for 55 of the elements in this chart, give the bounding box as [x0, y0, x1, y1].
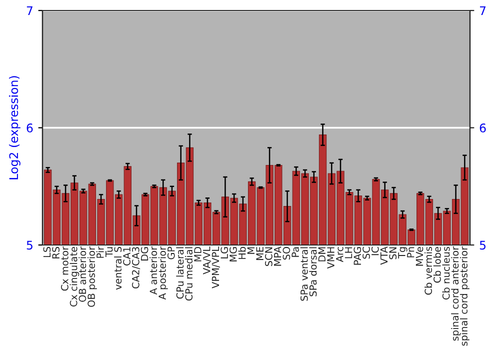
- x-tick-label: LS: [43, 246, 51, 258]
- x-tick-label: MVe: [416, 246, 424, 266]
- x-tick-label: SPa ventral: [300, 247, 308, 301]
- x-tick-label: Pir: [96, 246, 104, 258]
- x-tick-label: DM: [318, 247, 326, 262]
- x-tick-label: Pn: [407, 247, 414, 258]
- x-tick-label: Hb: [238, 246, 246, 259]
- x-tick-label: A anterior: [150, 246, 158, 295]
- x-tick-label: CPu medial: [185, 247, 193, 301]
- x-tick-label: GP: [167, 246, 175, 260]
- x-tick-label: Arc: [336, 246, 344, 262]
- y2-tick-label: 7: [480, 6, 486, 15]
- x-tick-label: RS: [52, 246, 60, 258]
- x-tick-label: CA1: [123, 247, 130, 266]
- x-tick-label: VMH: [327, 247, 334, 269]
- x-tick-label: spinal cord posterior: [460, 246, 470, 346]
- y2-tick-label: 5: [480, 240, 486, 250]
- x-tick-label: Cb vermis: [424, 246, 432, 295]
- x-tick-label: Cb nucleus: [442, 246, 450, 300]
- y2-tick-label: 6: [480, 123, 486, 132]
- x-tick-label: LG: [220, 247, 228, 258]
- x-tick-label: VTA: [380, 246, 388, 265]
- y-tick-label: 7: [26, 6, 32, 15]
- x-tick-label: CPu lateral: [176, 247, 184, 299]
- x-tick-label: LH: [344, 247, 352, 258]
- x-tick-label: SN: [389, 247, 397, 260]
- x-tick-label: PAG: [354, 247, 362, 265]
- x-tick-label: Tg: [398, 247, 408, 259]
- x-tick-label: OB anterior: [78, 246, 86, 302]
- x-tick-label: MD: [194, 246, 202, 262]
- x-tick-label: SC: [362, 246, 370, 259]
- x-tick-label: ME: [256, 247, 264, 260]
- x-tick-label: VPM/VPL: [212, 246, 220, 288]
- x-tick-label: M: [247, 247, 254, 254]
- y-axis-title: Log2 (expression): [8, 76, 20, 180]
- x-tick-label: IC: [371, 246, 379, 256]
- x-tick-label: Cx cingulate: [70, 246, 80, 306]
- x-tick-label: ventral S: [114, 246, 122, 290]
- y-tick-label: 6: [26, 123, 33, 132]
- x-tick-label: SCN: [265, 247, 272, 266]
- x-tick-label: Cb lobe: [433, 246, 441, 283]
- x-tick-label: DG: [140, 247, 148, 260]
- x-tick-label: SPa dorsal: [309, 247, 317, 296]
- x-tick-label: Tu: [106, 247, 113, 258]
- x-tick-label: A posterior: [158, 246, 168, 300]
- x-tick-label: Pa: [292, 247, 299, 257]
- x-tick-label: CA2/CA3: [132, 247, 140, 288]
- x-tick-label: OB posterior: [87, 246, 97, 307]
- x-tick-label: MPA: [274, 246, 282, 266]
- x-tick-label: MG: [230, 247, 237, 262]
- x-tick-label: Cx motor: [61, 246, 68, 291]
- y-tick-label: 5: [26, 240, 32, 250]
- x-tick-label: spinal cord anterior: [451, 246, 461, 341]
- x-tick-label: VA/VL: [203, 246, 212, 274]
- x-tick-label: SO: [282, 246, 290, 260]
